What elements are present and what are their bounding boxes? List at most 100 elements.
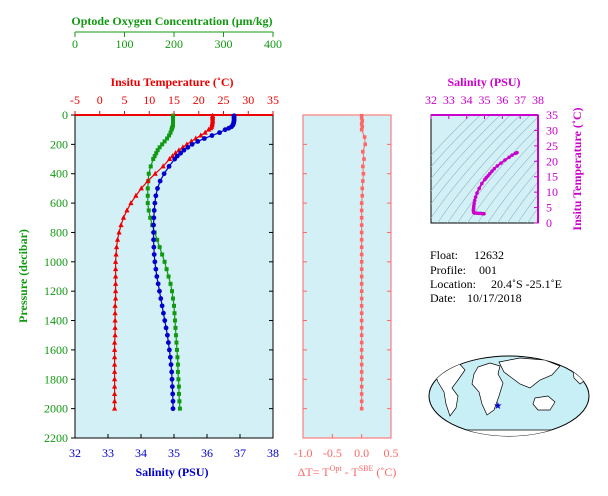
temperature-point bbox=[112, 405, 118, 411]
salinity-point bbox=[217, 130, 222, 136]
temperature-point bbox=[112, 368, 118, 374]
temperature-point bbox=[133, 192, 139, 198]
temperature-point bbox=[112, 258, 119, 264]
delta-t-point bbox=[359, 282, 364, 286]
ts-plot-area bbox=[430, 114, 539, 224]
pressure-tick-label: 2200 bbox=[44, 431, 68, 445]
density-contour bbox=[431, 115, 491, 179]
delta-t-axis-title: ΔT= TOpt - TSBE (˚C) bbox=[298, 464, 397, 479]
temperature-point bbox=[112, 383, 118, 389]
pressure-tick-label: 1000 bbox=[44, 255, 68, 269]
oxygen-point bbox=[175, 369, 180, 374]
salinity-point bbox=[172, 156, 178, 162]
salinity-point bbox=[151, 244, 157, 250]
temperature-tick-label: 0 bbox=[97, 93, 103, 107]
temperature-tick-label: 35 bbox=[267, 93, 279, 107]
delta-t-tick-label: -1.0 bbox=[294, 446, 313, 460]
oxygen-point bbox=[174, 347, 179, 352]
delta-t-point bbox=[359, 245, 364, 249]
oxygen-point bbox=[175, 355, 180, 360]
delta-t-point bbox=[359, 274, 364, 279]
temperature-point bbox=[112, 361, 118, 367]
oxygen-axis-ticks: 0 100 200 300 400 bbox=[72, 32, 282, 51]
delta-t-point bbox=[363, 142, 367, 147]
temperature-point bbox=[138, 185, 144, 191]
profile-series bbox=[112, 112, 237, 412]
salinity-point bbox=[170, 391, 176, 397]
delta-t-point bbox=[362, 157, 366, 161]
salinity-point bbox=[166, 347, 172, 353]
delta-t-plot-area bbox=[302, 114, 392, 439]
delta-t-point bbox=[359, 370, 364, 374]
temperature-point bbox=[112, 332, 118, 338]
ts-point bbox=[499, 161, 503, 165]
oxygen-point bbox=[174, 340, 179, 345]
pressure-tick-label: 1600 bbox=[44, 343, 68, 357]
density-contour bbox=[487, 158, 538, 223]
oxygen-point bbox=[175, 362, 180, 367]
delta-t-point bbox=[359, 318, 364, 323]
oxygen-point bbox=[173, 333, 178, 338]
ts-salinity-tick-label: 37 bbox=[514, 93, 526, 107]
ts-point bbox=[483, 177, 487, 182]
ts-series bbox=[471, 150, 519, 216]
oxygen-point bbox=[157, 145, 162, 150]
delta-t-point bbox=[359, 201, 364, 205]
delta-t-point bbox=[359, 230, 364, 235]
delta-t-point bbox=[359, 406, 364, 411]
delta-t-point bbox=[359, 348, 364, 352]
temperature-point bbox=[112, 339, 118, 345]
oxygen-point bbox=[172, 311, 177, 316]
delta-t-point bbox=[359, 252, 364, 257]
temperature-point bbox=[166, 156, 173, 162]
pressure-tick-label: 600 bbox=[50, 196, 68, 210]
delta-t-point bbox=[360, 186, 365, 191]
delta-t-point bbox=[359, 296, 364, 301]
salinity-tick-label: 32 bbox=[69, 446, 81, 460]
temperature-point bbox=[124, 207, 130, 213]
delta-t-point bbox=[359, 362, 364, 367]
float-label: Float: bbox=[430, 248, 458, 262]
salinity-point bbox=[151, 215, 157, 221]
salinity-point bbox=[157, 178, 163, 184]
salinity-tick-label: 33 bbox=[102, 446, 114, 460]
map-land-antarctica bbox=[439, 429, 581, 436]
ts-point bbox=[480, 181, 484, 186]
float-value: 12632 bbox=[474, 248, 504, 262]
ts-salinity-tick-label: 38 bbox=[532, 93, 544, 107]
salinity-point bbox=[209, 133, 215, 138]
salinity-point bbox=[201, 136, 207, 141]
ts-point bbox=[513, 151, 518, 156]
density-contour bbox=[431, 115, 481, 168]
temperature-point bbox=[198, 132, 204, 138]
density-contour bbox=[467, 136, 538, 223]
salinity-axis-title: Salinity (PSU) bbox=[135, 465, 208, 479]
ts-point bbox=[490, 169, 494, 173]
salinity-point bbox=[155, 281, 161, 287]
oxygen-point bbox=[171, 296, 176, 301]
profile-plot-area bbox=[74, 114, 274, 439]
temperature-point bbox=[206, 126, 212, 132]
ts-salinity-tick-label: 36 bbox=[496, 93, 508, 107]
delta-t-point bbox=[359, 215, 364, 220]
oxygen-point bbox=[165, 136, 170, 141]
delta-t-point bbox=[359, 113, 364, 118]
pressure-tick-label: 200 bbox=[50, 137, 68, 151]
oxygen-tick-label: 0 bbox=[72, 37, 78, 51]
oxygen-point bbox=[177, 406, 182, 411]
density-contour bbox=[447, 116, 538, 223]
temperature-point bbox=[145, 178, 151, 184]
oxygen-point bbox=[176, 377, 181, 382]
oxygen-tick-label: 100 bbox=[116, 37, 134, 51]
temperature-tick-label: 25 bbox=[218, 93, 230, 107]
salinity-point bbox=[185, 144, 191, 150]
salinity-point bbox=[165, 340, 171, 345]
ts-temperature-tick-label: 10 bbox=[546, 185, 558, 199]
salinity-point bbox=[152, 259, 158, 265]
delta-t-point bbox=[362, 135, 367, 139]
delta-t-point bbox=[360, 119, 365, 123]
oxygen-point bbox=[166, 274, 171, 279]
